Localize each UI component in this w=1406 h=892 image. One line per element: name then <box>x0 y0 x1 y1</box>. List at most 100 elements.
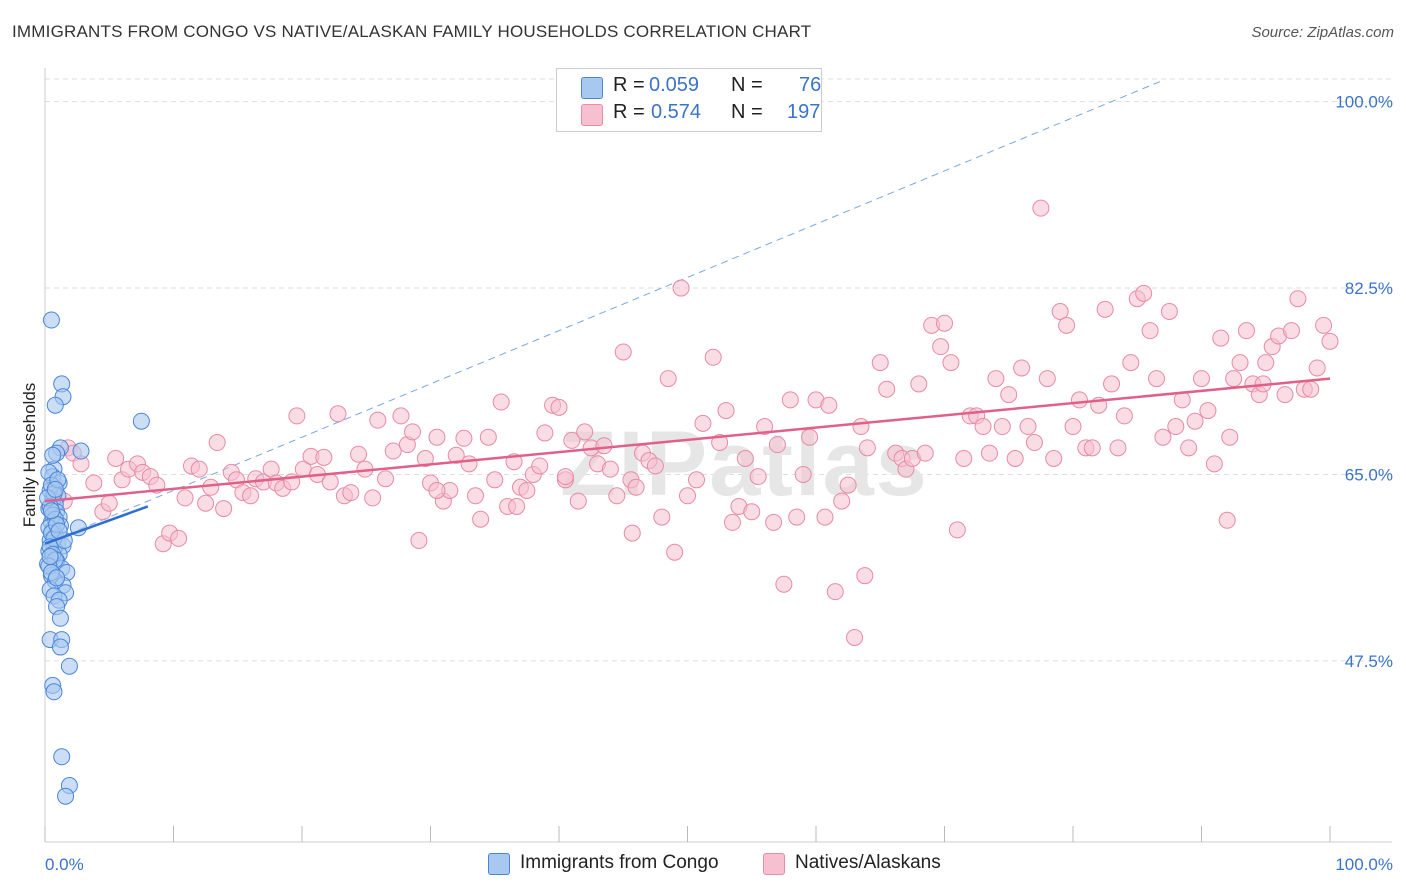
pink-point <box>858 439 876 457</box>
pink-point <box>627 478 645 496</box>
pink-point <box>176 489 194 507</box>
pink-point <box>1006 450 1024 467</box>
pink-point <box>1058 316 1076 334</box>
pink-point <box>987 370 1005 388</box>
pink-point <box>736 450 754 467</box>
points-layer <box>39 199 1339 805</box>
pink-point <box>1221 428 1239 446</box>
pink-point <box>646 457 664 475</box>
pink-point <box>1051 302 1069 320</box>
blue-point <box>41 548 59 566</box>
source-label: Source: ZipAtlas.com <box>1251 24 1394 41</box>
pink-point <box>932 338 950 356</box>
pink-point <box>428 428 446 446</box>
bottom-legend-swatch-blue <box>488 853 510 875</box>
pink-point <box>878 380 896 398</box>
pink-point <box>342 484 360 502</box>
pink-point <box>170 529 188 547</box>
pink-point <box>679 487 696 505</box>
bottom-legend-label-natives: Natives/Alaskans <box>795 852 941 873</box>
legend-r-label: R = <box>613 101 645 123</box>
chart-title: IMMIGRANTS FROM CONGO VS NATIVE/ALASKAN … <box>12 22 812 41</box>
pink-point <box>1013 359 1031 377</box>
pink-point <box>711 434 729 452</box>
blue-point <box>132 412 150 430</box>
grid-layer <box>45 78 1392 662</box>
pink-point <box>215 500 233 518</box>
pink-point <box>321 473 339 491</box>
pink-point <box>369 411 387 429</box>
pink-point <box>1141 322 1159 340</box>
blue-point <box>48 569 66 587</box>
pink-point <box>384 442 402 460</box>
pink-point <box>1109 439 1127 457</box>
pink-point <box>1167 418 1185 436</box>
pink-point <box>781 391 799 409</box>
trend-line-layer <box>44 377 1331 545</box>
pink-point <box>531 457 549 475</box>
blue-point <box>42 502 60 520</box>
pink-point <box>202 478 220 496</box>
pink-point <box>1237 322 1255 340</box>
pink-point <box>1096 300 1114 318</box>
pink-point <box>569 492 587 510</box>
pink-point <box>1315 316 1333 334</box>
pink-point <box>839 476 857 494</box>
pink-point <box>955 450 973 467</box>
pink-point <box>404 423 422 441</box>
pink-point <box>936 314 953 332</box>
pink-point <box>1231 354 1249 372</box>
pink-point <box>1218 511 1236 529</box>
pink-point <box>1257 354 1275 372</box>
pink-point <box>910 375 928 393</box>
pink-point <box>687 471 705 489</box>
blue-diagonal-line <box>44 79 1164 545</box>
pink-point <box>723 513 741 531</box>
pink-point <box>550 398 568 416</box>
pink-point <box>672 279 690 297</box>
pink-point <box>749 468 767 486</box>
pink-point <box>1045 450 1063 467</box>
pink-trend-line <box>44 377 1331 503</box>
pink-point <box>1148 370 1166 388</box>
pink-point <box>1135 284 1153 302</box>
pink-point <box>974 418 992 436</box>
y-tick-label: 65.0% <box>1345 465 1393 484</box>
pink-point <box>788 508 806 526</box>
legend-n-label: N = <box>731 74 763 96</box>
legend-r-value: 0.059 <box>649 74 700 96</box>
pink-point <box>794 465 812 483</box>
pink-point <box>694 414 712 432</box>
pink-point <box>492 393 510 411</box>
pink-point <box>595 437 613 455</box>
pink-point <box>871 354 889 372</box>
bottom-legend-swatch-pink <box>763 853 785 875</box>
blue-point <box>42 311 60 329</box>
pink-point <box>288 407 306 425</box>
pink-point <box>1225 370 1243 388</box>
pink-point <box>666 543 684 561</box>
pink-point <box>1289 290 1307 308</box>
pink-point <box>820 396 838 414</box>
pink-point <box>377 470 395 488</box>
pink-point <box>704 348 722 366</box>
blue-point <box>72 442 90 460</box>
stats-legend: R = 0.059 N = 76 R = 0.574 N = 197 <box>556 68 822 132</box>
pink-point <box>614 343 632 361</box>
legend-swatch-pink <box>581 104 603 126</box>
y-tick-label: 47.5% <box>1345 652 1393 671</box>
blue-point <box>51 609 69 627</box>
pink-point <box>1308 359 1326 377</box>
pink-point <box>993 418 1011 436</box>
pink-point <box>508 497 526 515</box>
pink-point <box>1186 412 1204 430</box>
tick-label-layer: 47.5% 65.0% 82.5% 100.0% 0.0% 100.0% <box>45 93 1393 874</box>
pink-point <box>1122 354 1140 372</box>
pink-point <box>768 436 786 454</box>
pink-point <box>466 487 484 505</box>
pink-point <box>1321 332 1339 350</box>
pink-point <box>1199 402 1217 420</box>
pink-point <box>472 510 490 528</box>
pink-point <box>428 481 446 499</box>
